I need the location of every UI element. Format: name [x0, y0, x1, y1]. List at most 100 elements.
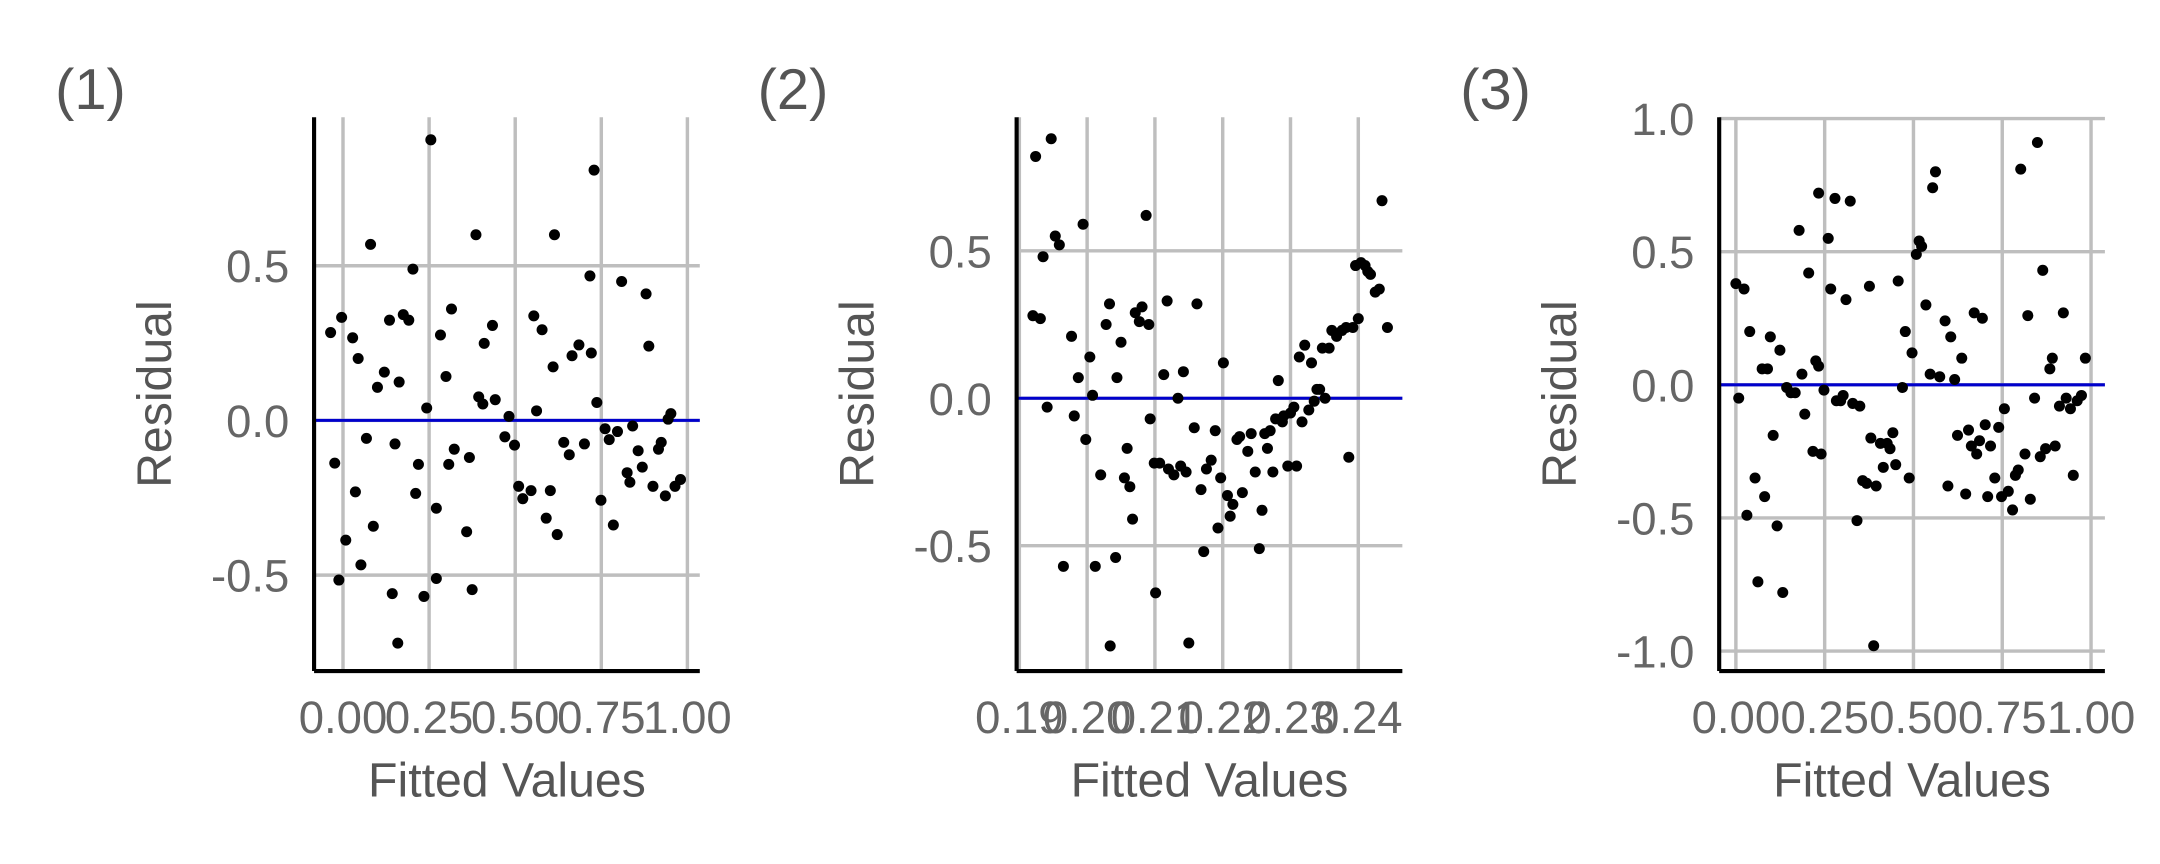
point: [421, 402, 433, 414]
point: [588, 164, 600, 176]
point: [1200, 463, 1212, 475]
point: [1840, 294, 1852, 306]
panel-label: (2): [758, 58, 829, 122]
point: [1319, 392, 1331, 404]
point: [445, 303, 458, 315]
point: [1868, 640, 1880, 652]
point: [1998, 403, 2010, 415]
point: [340, 534, 352, 546]
point: [1150, 587, 1162, 599]
x-tick-label: 1.00: [2047, 692, 2135, 743]
point: [1158, 369, 1170, 381]
point: [611, 426, 623, 438]
point: [1296, 416, 1308, 428]
point: [1861, 477, 1873, 489]
point: [525, 485, 537, 497]
point: [1796, 368, 1808, 380]
point: [585, 347, 597, 359]
point: [551, 529, 563, 541]
panel-label: (1): [55, 58, 126, 122]
point: [659, 490, 671, 502]
point: [1887, 427, 1899, 439]
point: [1323, 342, 1335, 354]
point: [1949, 373, 1961, 385]
point: [1299, 339, 1311, 351]
point: [1111, 372, 1123, 384]
point: [1993, 421, 2005, 433]
point: [463, 452, 475, 464]
point: [412, 458, 424, 470]
point: [1749, 472, 1761, 484]
point: [1924, 368, 1936, 380]
point: [1934, 371, 1946, 383]
point: [1803, 267, 1815, 279]
point: [1818, 384, 1830, 396]
point: [1127, 513, 1139, 525]
point: [665, 408, 677, 420]
point: [1308, 395, 1320, 407]
point: [1049, 230, 1061, 242]
point: [1057, 560, 1069, 572]
point: [2007, 504, 2019, 516]
point: [1899, 326, 1911, 338]
point: [2002, 485, 2014, 497]
point: [1217, 357, 1229, 369]
point: [1989, 472, 2001, 484]
point: [443, 458, 455, 470]
point: [1764, 331, 1776, 343]
x-tick-label: 0.25: [1780, 692, 1868, 743]
y-tick-label: -0.5: [914, 521, 992, 572]
point: [1293, 351, 1305, 363]
point: [1140, 209, 1152, 221]
y-tick-label: 0.5: [1631, 227, 1694, 278]
point: [1777, 586, 1789, 598]
point: [591, 396, 603, 408]
point: [1759, 491, 1771, 503]
point: [1939, 315, 1951, 327]
point: [1198, 546, 1210, 558]
point: [477, 398, 489, 410]
point: [365, 238, 377, 250]
x-tick-label: 0.00: [1692, 692, 1780, 743]
point: [2079, 352, 2091, 364]
y-tick-label: 0.5: [929, 226, 992, 277]
panel: (2) -0.5 0.0 0.5 0.190.200.210.220.230.24 Fit…: [758, 58, 1403, 807]
point: [1080, 434, 1092, 446]
point: [1288, 401, 1300, 413]
point: [486, 319, 498, 331]
y-tick-label: 0.0: [929, 374, 992, 425]
point: [1205, 454, 1217, 466]
point: [499, 431, 511, 443]
y-axis-title: Residual: [128, 300, 182, 488]
point: [616, 275, 628, 288]
point: [461, 526, 473, 538]
x-tick-label: 0.75: [557, 692, 645, 743]
point: [1221, 490, 1233, 502]
point: [647, 480, 659, 492]
point: [1347, 321, 1359, 333]
point: [1124, 481, 1136, 493]
x-tick-label: 0.19: [975, 692, 1063, 743]
x-tick-label: 0.20: [1043, 692, 1131, 743]
point: [1191, 298, 1203, 310]
point: [1927, 182, 1939, 194]
point: [1976, 312, 1988, 324]
point: [1053, 239, 1065, 251]
point: [2029, 392, 2041, 404]
point: [2037, 264, 2049, 276]
point: [573, 339, 585, 351]
x-tick-label: 0.22: [1178, 692, 1266, 743]
point: [1095, 469, 1107, 481]
point: [1752, 576, 1764, 588]
point: [1741, 509, 1753, 521]
point: [1072, 372, 1084, 384]
point: [607, 519, 619, 531]
point: [1767, 429, 1779, 441]
point: [1837, 389, 1849, 401]
point: [548, 229, 560, 241]
y-tick-label: 0.5: [226, 241, 289, 292]
y-tick-label: 0.0: [1631, 360, 1694, 411]
point: [1168, 469, 1180, 481]
point: [1851, 515, 1863, 527]
